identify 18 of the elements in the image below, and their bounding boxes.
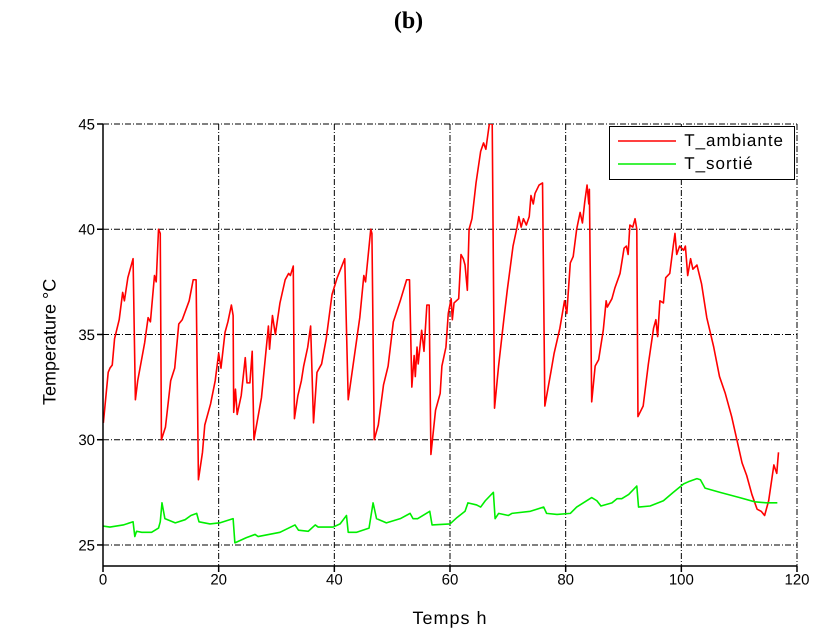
line-series xyxy=(103,478,778,544)
y-tick-label: 40 xyxy=(78,222,95,239)
x-tick-label: 40 xyxy=(326,572,343,589)
y-tick-label: 25 xyxy=(78,537,95,554)
y-tick-label: 30 xyxy=(78,432,95,450)
x-tick-label: 100 xyxy=(668,572,694,589)
x-tick-label: 20 xyxy=(210,572,228,589)
y-tick-label: 35 xyxy=(78,326,95,344)
x-axis-title: Temps h xyxy=(412,608,488,628)
y-tick-label: 45 xyxy=(78,116,95,134)
x-tick-label: 120 xyxy=(784,572,810,589)
x-tick-label: 0 xyxy=(98,572,108,589)
x-tick-label: 60 xyxy=(442,572,458,589)
legend-label: T_ambiante xyxy=(684,130,784,150)
legend-label: T_sortié xyxy=(684,154,754,174)
x-tick-label: 80 xyxy=(557,572,574,589)
chart-title: (b) xyxy=(392,8,424,35)
y-axis-title: Temperature °C xyxy=(39,278,60,405)
